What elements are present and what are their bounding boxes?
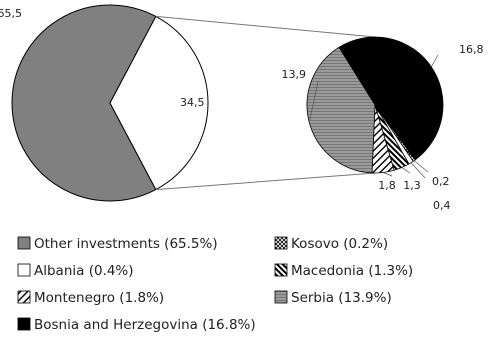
leader-line <box>401 167 411 174</box>
legend-label: Bosnia and Herzegovina (16.8%) <box>34 317 256 333</box>
leader-line <box>431 54 439 68</box>
connector <box>155 15 376 38</box>
legend-label: Macedonia (1.3%) <box>291 263 413 279</box>
value-label: 13,9 <box>282 68 307 81</box>
leader-line <box>413 160 429 173</box>
value-label: 0,4 <box>433 199 451 212</box>
value-label: 1,3 <box>403 179 421 192</box>
legend-swatch <box>17 290 31 304</box>
connector <box>155 172 376 191</box>
value-label: 34,5 <box>180 96 205 109</box>
pie-slice <box>338 36 444 161</box>
legend-label: Kosovo (0.2%) <box>291 236 388 252</box>
value-label: 65,5 <box>0 7 22 20</box>
legend-swatch <box>17 236 31 250</box>
value-label: 1,8 <box>378 179 396 192</box>
legend-swatch <box>17 263 31 277</box>
value-label: 16,8 <box>459 43 484 56</box>
legend-label: Serbia (13.9%) <box>291 290 392 306</box>
value-label: 0,2 <box>432 175 450 188</box>
leader-line <box>383 172 393 177</box>
legend-label: Montenegro (1.8%) <box>34 290 164 306</box>
leader-line <box>410 162 426 179</box>
legend-label: Albania (0.4%) <box>34 263 134 279</box>
pie-slice <box>109 15 209 191</box>
legend-swatch <box>274 263 288 277</box>
pie-slice <box>11 4 157 202</box>
legend-label: Other investments (65.5%) <box>34 236 218 252</box>
legend-swatch <box>274 236 288 250</box>
legend-swatch <box>274 290 288 304</box>
leader-line <box>308 81 319 123</box>
legend-swatch <box>17 317 31 331</box>
